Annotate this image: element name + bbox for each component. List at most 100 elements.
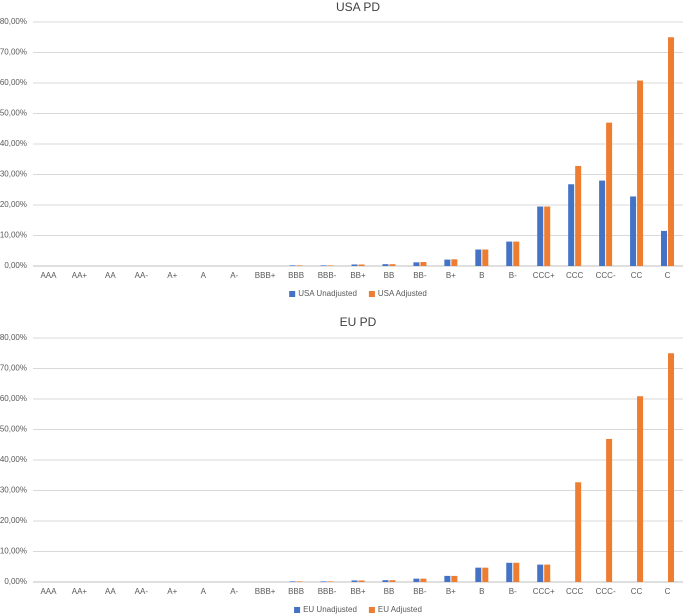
- legend-label: EU Adjusted: [378, 605, 422, 614]
- x-tick-label: AA: [105, 271, 116, 280]
- bar: [599, 180, 606, 266]
- legend-swatch: [368, 291, 375, 297]
- x-tick-label: AA-: [135, 587, 149, 596]
- x-tick-label: A: [201, 587, 207, 596]
- bar: [413, 578, 420, 582]
- bar: [351, 580, 358, 582]
- x-tick-label: CCC+: [533, 587, 555, 596]
- bar: [637, 80, 644, 266]
- x-tick-label: BB+: [350, 271, 366, 280]
- legend-label: USA Unadjusted: [298, 289, 357, 298]
- bar: [289, 581, 296, 582]
- bar: [475, 249, 482, 266]
- x-tick-label: CCC: [566, 587, 584, 596]
- bar: [327, 581, 334, 582]
- bar: [451, 575, 458, 582]
- x-tick-label: A-: [230, 271, 238, 280]
- legend-swatch: [368, 607, 375, 613]
- bar: [444, 575, 451, 582]
- bar: [544, 564, 551, 582]
- bar: [482, 249, 489, 266]
- bar: [389, 264, 396, 266]
- x-tick-label: BBB+: [255, 271, 276, 280]
- x-tick-label: AA-: [135, 271, 149, 280]
- legend-swatch: [294, 607, 301, 613]
- chart-title: EU PD: [340, 315, 377, 329]
- bar: [606, 438, 613, 582]
- bar: [382, 264, 389, 266]
- x-tick-label: B+: [446, 587, 456, 596]
- bar: [506, 562, 513, 582]
- y-tick-label: 60,00%: [0, 78, 27, 87]
- x-tick-label: B-: [509, 271, 517, 280]
- x-tick-label: BB-: [413, 587, 427, 596]
- x-tick-label: B: [479, 271, 484, 280]
- y-tick-label: 40,00%: [0, 139, 27, 148]
- x-tick-label: BBB-: [318, 587, 337, 596]
- bar: [537, 206, 544, 266]
- x-tick-label: C: [665, 271, 671, 280]
- y-tick-label: 80,00%: [0, 17, 27, 26]
- y-tick-label: 0,00%: [4, 261, 27, 270]
- x-tick-label: CCC: [566, 271, 584, 280]
- x-tick-label: AA: [105, 587, 116, 596]
- bar: [358, 264, 365, 266]
- x-tick-label: CC: [631, 587, 643, 596]
- y-tick-label: 70,00%: [0, 364, 27, 373]
- x-tick-label: CCC-: [596, 587, 616, 596]
- bar: [513, 241, 520, 266]
- bar: [668, 37, 675, 266]
- bar: [661, 230, 668, 266]
- bar: [389, 580, 396, 582]
- x-tick-label: B-: [509, 587, 517, 596]
- x-tick-label: B: [479, 587, 484, 596]
- x-tick-label: AAA: [40, 271, 57, 280]
- y-tick-label: 0,00%: [4, 577, 27, 586]
- bar: [606, 122, 613, 267]
- bar: [320, 265, 327, 266]
- x-tick-label: CCC-: [596, 271, 616, 280]
- bar: [413, 262, 420, 266]
- x-tick-label: A-: [230, 587, 238, 596]
- legend-label: USA Adjusted: [378, 289, 427, 298]
- x-tick-label: BB+: [350, 587, 366, 596]
- legend-label: EU Unadjusted: [303, 605, 357, 614]
- x-tick-label: BBB: [288, 271, 304, 280]
- x-tick-label: BB-: [413, 271, 427, 280]
- x-tick-label: BB: [384, 587, 395, 596]
- y-tick-label: 70,00%: [0, 48, 27, 57]
- bar: [296, 265, 303, 266]
- x-tick-label: AA+: [72, 271, 88, 280]
- bar: [575, 482, 582, 582]
- y-tick-label: 50,00%: [0, 109, 27, 118]
- x-tick-label: A+: [167, 587, 177, 596]
- x-tick-label: CC: [631, 271, 643, 280]
- bar: [420, 262, 427, 266]
- y-tick-label: 60,00%: [0, 394, 27, 403]
- bar: [420, 578, 427, 582]
- y-tick-label: 30,00%: [0, 170, 27, 179]
- y-tick-label: 10,00%: [0, 231, 27, 240]
- bar: [668, 353, 675, 582]
- x-tick-label: C: [665, 587, 671, 596]
- bar: [351, 264, 358, 266]
- bar: [506, 241, 513, 266]
- bar: [513, 562, 520, 582]
- x-tick-label: AAA: [40, 587, 57, 596]
- bar: [444, 259, 451, 266]
- y-tick-label: 50,00%: [0, 425, 27, 434]
- bar: [630, 196, 637, 266]
- chart-title: USA PD: [336, 0, 380, 14]
- bar: [537, 564, 544, 582]
- y-tick-label: 20,00%: [0, 200, 27, 209]
- y-tick-label: 40,00%: [0, 455, 27, 464]
- x-tick-label: A+: [167, 271, 177, 280]
- x-tick-label: BBB-: [318, 271, 337, 280]
- bar: [475, 567, 482, 582]
- x-tick-label: A: [201, 271, 207, 280]
- y-tick-label: 20,00%: [0, 516, 27, 525]
- bar: [637, 396, 644, 582]
- bar: [482, 567, 489, 582]
- bar: [289, 265, 296, 266]
